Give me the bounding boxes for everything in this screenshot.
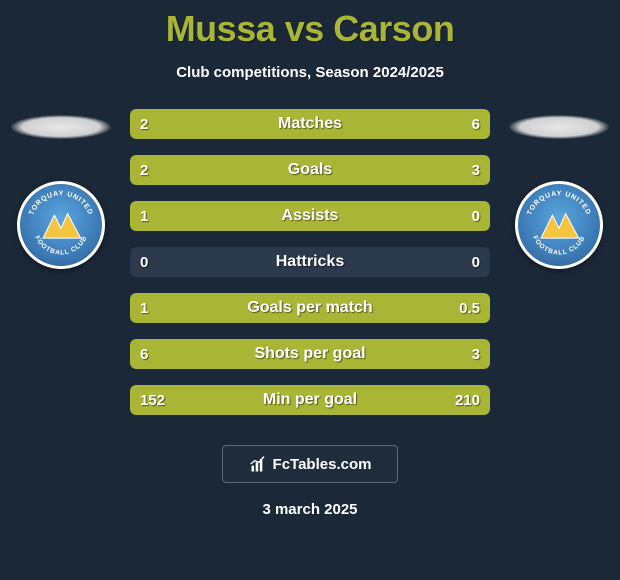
brand-link[interactable]: FcTables.com [222,445,398,483]
stat-value-left: 152 [140,385,165,415]
brand-chart-icon [249,454,269,474]
stat-value-left: 0 [140,247,148,277]
svg-text:TORQUAY UNITED: TORQUAY UNITED [28,190,93,216]
stat-row: 152210Min per goal [130,385,490,415]
page-title: Mussa vs Carson [0,0,620,50]
player-right-column: TORQUAY UNITED FOOTBALL CLUB [504,109,614,269]
stat-value-right: 0 [472,247,480,277]
stat-bar-left [130,201,490,231]
stat-row: 26Matches [130,109,490,139]
stat-row: 10Assists [130,201,490,231]
stat-row: 63Shots per goal [130,339,490,369]
comparison-date: 3 march 2025 [0,501,620,518]
player-left-column: TORQUAY UNITED FOOTBALL CLUB [6,109,116,269]
stat-label: Hattricks [130,247,490,277]
brand-label: FcTables.com [273,456,372,473]
stat-row: 0 0Hattricks [130,247,490,277]
stat-value-right: 3 [472,339,480,369]
stat-value-right: 6 [472,109,480,139]
club-badge-icon: TORQUAY UNITED FOOTBALL CLUB [518,184,600,266]
svg-text:TORQUAY UNITED: TORQUAY UNITED [526,190,591,216]
stat-value-left: 6 [140,339,148,369]
subtitle: Club competitions, Season 2024/2025 [0,64,620,81]
stat-bar-left [130,339,368,369]
stat-bar-left [130,155,274,185]
club-badge-icon: TORQUAY UNITED FOOTBALL CLUB [20,184,102,266]
stat-value-left: 1 [140,293,148,323]
player-right-club-badge: TORQUAY UNITED FOOTBALL CLUB [515,181,603,269]
stat-value-left: 2 [140,109,148,139]
player-left-silhouette [11,115,111,139]
stat-value-right: 210 [455,385,480,415]
player-left-club-badge: TORQUAY UNITED FOOTBALL CLUB [17,181,105,269]
stat-value-right: 3 [472,155,480,185]
stat-value-left: 1 [140,201,148,231]
stat-bars-container: 26Matches23Goals10Assists00Hattricks10.5… [116,109,504,431]
stat-bar-right [220,109,490,139]
stat-value-right: 0.5 [459,293,480,323]
stat-row: 23Goals [130,155,490,185]
player-right-silhouette [509,115,609,139]
stat-bar-right [274,155,490,185]
stat-row: 10.5Goals per match [130,293,490,323]
stat-bar-left [130,293,368,323]
stat-value-right: 0 [472,201,480,231]
stat-value-left: 2 [140,155,148,185]
comparison-area: TORQUAY UNITED FOOTBALL CLUB 26Matches23… [0,109,620,431]
